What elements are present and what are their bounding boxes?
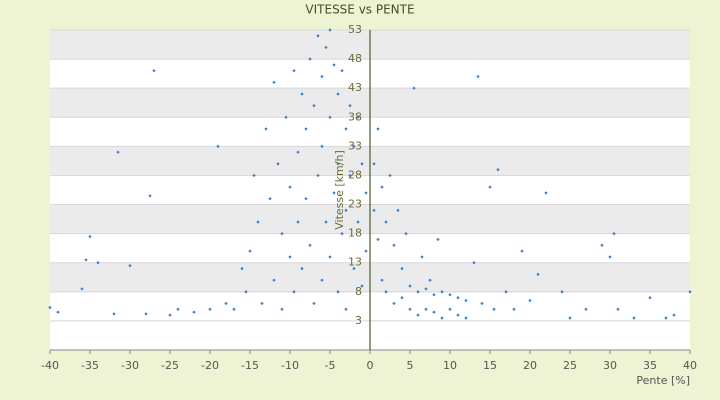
data-point bbox=[56, 310, 60, 314]
data-point bbox=[512, 307, 516, 311]
data-point bbox=[216, 144, 220, 149]
data-point bbox=[168, 313, 172, 317]
data-point bbox=[232, 307, 236, 311]
x-tick-label: 15 bbox=[483, 359, 497, 372]
x-tick-label: 40 bbox=[683, 359, 697, 372]
data-point bbox=[308, 57, 312, 61]
data-point bbox=[536, 272, 540, 277]
x-tick-label: -30 bbox=[121, 359, 139, 372]
data-point bbox=[148, 194, 152, 198]
data-point bbox=[412, 86, 416, 90]
data-point bbox=[348, 103, 352, 108]
data-point bbox=[584, 307, 588, 311]
data-point bbox=[608, 255, 612, 259]
data-point bbox=[612, 231, 616, 236]
data-point bbox=[152, 69, 156, 73]
chart-title: VITESSE vs PENTE bbox=[305, 3, 414, 17]
data-point bbox=[328, 255, 332, 259]
data-point bbox=[252, 173, 256, 178]
data-point bbox=[84, 258, 88, 262]
data-point bbox=[128, 263, 132, 268]
data-point bbox=[616, 307, 620, 311]
data-point bbox=[600, 243, 604, 247]
data-point bbox=[96, 261, 100, 265]
data-point bbox=[420, 255, 424, 259]
x-tick-label: 25 bbox=[563, 359, 577, 372]
x-tick-label: -40 bbox=[41, 359, 59, 372]
data-point bbox=[292, 69, 296, 73]
y-tick-label: 13 bbox=[348, 256, 362, 269]
data-point bbox=[244, 290, 248, 294]
data-point bbox=[672, 313, 676, 317]
data-point bbox=[48, 305, 52, 310]
data-point bbox=[288, 255, 292, 259]
data-point bbox=[192, 310, 196, 314]
x-tick-label: 30 bbox=[603, 359, 617, 372]
data-point bbox=[224, 301, 228, 306]
x-tick-label: 0 bbox=[367, 359, 374, 372]
y-axis-title: Vitesse [km/h] bbox=[333, 150, 346, 230]
y-tick-label: 3 bbox=[355, 314, 362, 327]
data-point bbox=[300, 92, 304, 96]
data-point bbox=[336, 92, 340, 96]
data-point bbox=[324, 45, 328, 50]
x-tick-label: -25 bbox=[161, 359, 179, 372]
data-point bbox=[312, 103, 316, 108]
x-axis-title: Pente [%] bbox=[636, 374, 690, 387]
x-tick-label: 5 bbox=[407, 359, 414, 372]
y-tick-label: 28 bbox=[348, 168, 362, 181]
data-point bbox=[520, 249, 524, 253]
data-point bbox=[144, 312, 148, 316]
x-tick-label: -15 bbox=[241, 359, 259, 372]
data-point bbox=[332, 63, 336, 67]
data-point bbox=[544, 191, 548, 195]
y-tick-label: 23 bbox=[348, 198, 362, 211]
y-tick-label: 38 bbox=[348, 110, 362, 123]
y-tick-label: 8 bbox=[355, 285, 362, 298]
data-point bbox=[208, 307, 212, 311]
y-tick-label: 53 bbox=[348, 23, 362, 36]
data-point bbox=[240, 266, 244, 271]
x-tick-label: 10 bbox=[443, 359, 457, 372]
data-point bbox=[632, 316, 636, 320]
x-tick-label: -10 bbox=[281, 359, 299, 372]
data-point bbox=[664, 316, 668, 320]
x-tick-label: 35 bbox=[643, 359, 657, 372]
x-tick-label: -5 bbox=[325, 359, 336, 372]
x-tick-label: -35 bbox=[81, 359, 99, 372]
y-tick-label: 18 bbox=[348, 227, 362, 240]
x-tick-label: 20 bbox=[523, 359, 537, 372]
data-point bbox=[88, 234, 92, 239]
data-point bbox=[176, 307, 180, 311]
y-tick-label: 48 bbox=[348, 52, 362, 65]
data-point bbox=[316, 34, 320, 38]
data-point bbox=[340, 69, 344, 73]
y-tick-label: 43 bbox=[348, 81, 362, 94]
data-point bbox=[248, 249, 252, 253]
data-point bbox=[568, 316, 572, 320]
x-tick-label: -20 bbox=[201, 359, 219, 372]
y-tick-label: 33 bbox=[348, 139, 362, 152]
